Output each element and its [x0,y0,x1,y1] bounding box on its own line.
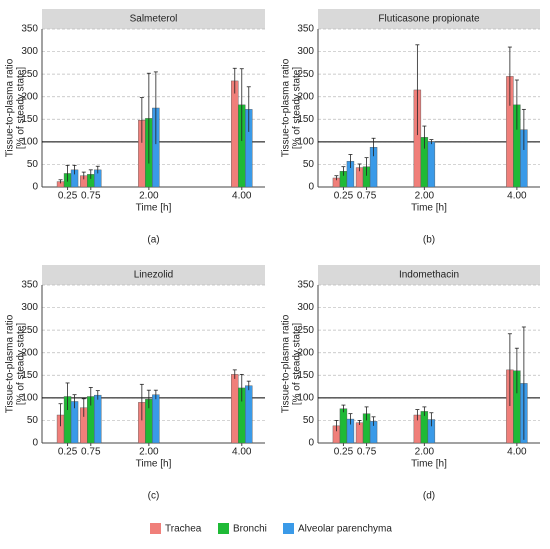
y-tick-label: 350 [21,24,38,35]
bar [339,408,348,444]
x-tick-label: 2.00 [415,191,435,202]
y-axis-title: [% of steady state] [292,67,303,149]
y-axis-title: [% of steady state] [292,323,303,405]
y-tick-label: 200 [297,347,314,358]
y-tick-label: 300 [297,46,314,57]
x-tick-label: 0.75 [81,191,101,202]
y-tick-label: 250 [297,69,314,80]
legend-swatch [218,523,229,534]
y-tick-label: 300 [297,302,314,313]
y-tick-label: 100 [21,392,38,403]
legend-label: Bronchi [233,524,267,535]
y-tick-label: 250 [21,69,38,80]
y-axis-title: Tissue-to-plasma ratio [281,314,292,413]
y-tick-label: 100 [297,136,314,147]
panel-header [42,9,265,29]
x-tick-label: 0.75 [357,447,377,458]
y-tick-label: 0 [308,182,314,193]
y-tick-label: 300 [21,302,38,313]
panel-title: Fluticasone propionate [378,14,480,25]
y-tick-label: 50 [27,159,39,170]
y-axis-title: Tissue-to-plasma ratio [5,58,16,157]
y-tick-label: 350 [297,280,314,291]
y-tick-label: 300 [21,46,38,57]
y-tick-label: 50 [303,415,315,426]
legend-label: Alveolar parenchyma [298,524,392,535]
y-tick-label: 100 [21,136,38,147]
y-tick-label: 50 [27,415,39,426]
legend-swatch [150,523,161,534]
x-tick-label: 2.00 [139,191,159,202]
bar [231,80,239,188]
x-tick-label: 0.25 [58,447,78,458]
x-tick-label: 0.75 [81,447,101,458]
x-tick-label: 0.75 [357,191,377,202]
x-tick-label: 4.00 [507,191,527,202]
x-axis-title: Time [h] [411,459,447,470]
panel-header [42,265,265,285]
bar [427,141,436,188]
y-tick-label: 100 [297,392,314,403]
y-tick-label: 150 [21,370,38,381]
x-tick-label: 2.00 [139,447,159,458]
panel-header [318,9,540,29]
legend-label: Trachea [165,524,202,535]
x-tick-label: 4.00 [507,447,527,458]
bar [355,422,364,444]
x-tick-label: 0.25 [334,447,354,458]
y-tick-label: 0 [308,438,314,449]
y-tick-label: 250 [297,325,314,336]
panel-label: (a) [147,235,159,246]
y-tick-label: 150 [21,114,38,125]
bar [231,374,239,444]
y-tick-label: 150 [297,114,314,125]
panel-header [318,265,540,285]
y-tick-label: 0 [32,182,38,193]
bar [420,411,429,444]
y-tick-label: 200 [21,347,38,358]
bar [94,394,102,444]
panel-title: Indomethacin [399,270,459,281]
panel-label: (c) [148,491,160,502]
x-axis-title: Time [h] [136,459,172,470]
x-tick-label: 0.25 [58,191,78,202]
x-axis-title: Time [h] [411,203,447,214]
panel-label: (d) [423,491,435,502]
y-tick-label: 250 [21,325,38,336]
bar [152,394,160,444]
x-axis-title: Time [h] [136,203,172,214]
y-axis-title: [% of steady state] [16,67,27,149]
y-axis-title: [% of steady state] [16,323,27,405]
x-tick-label: 2.00 [415,447,435,458]
y-axis-title: Tissue-to-plasma ratio [5,314,16,413]
y-axis-title: Tissue-to-plasma ratio [281,58,292,157]
panel-title: Salmeterol [130,14,178,25]
x-tick-label: 4.00 [232,447,252,458]
legend-swatch [283,523,294,534]
y-tick-label: 200 [297,91,314,102]
y-tick-label: 0 [32,438,38,449]
y-tick-label: 200 [21,91,38,102]
bar [245,385,253,444]
x-tick-label: 4.00 [232,191,252,202]
panel-title: Linezolid [134,270,173,281]
y-tick-label: 350 [21,280,38,291]
y-tick-label: 50 [303,159,315,170]
x-tick-label: 0.25 [334,191,354,202]
y-tick-label: 350 [297,24,314,35]
panel-label: (b) [423,235,435,246]
y-tick-label: 150 [297,370,314,381]
